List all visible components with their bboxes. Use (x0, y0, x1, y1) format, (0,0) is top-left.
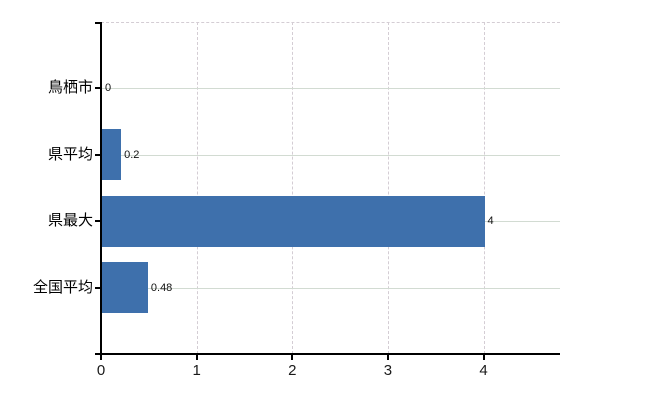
x-tick-label: 3 (383, 362, 393, 379)
x-tick-mark (291, 355, 294, 360)
x-tick-mark (482, 355, 485, 360)
value-label: 0.2 (124, 148, 140, 161)
y-gridline (101, 154, 560, 156)
x-tick-mark (386, 355, 389, 360)
value-label: 0 (105, 82, 112, 95)
y-tick-mark (95, 87, 101, 90)
x-tick-mark (100, 355, 102, 360)
y-axis-line (100, 22, 102, 354)
x-tick-label: 1 (192, 362, 201, 379)
x-axis-line (95, 353, 560, 355)
category-label: 鳥栖市 (47, 79, 93, 97)
y-tick-mark (95, 286, 101, 289)
y-gridline (101, 88, 560, 90)
bar (102, 195, 485, 247)
category-label: 県最大 (47, 212, 93, 230)
y-gridline (101, 287, 560, 289)
x-gridline (387, 22, 389, 354)
plot-top-border (101, 22, 560, 23)
category-label: 全国平均 (32, 278, 93, 296)
y-tick-mark (95, 153, 101, 156)
x-tick-label: 2 (288, 362, 297, 379)
x-gridline (292, 22, 294, 354)
bar (102, 262, 148, 314)
category-label: 県平均 (47, 145, 93, 163)
x-gridline (196, 22, 198, 354)
value-label: 0.48 (150, 281, 173, 294)
x-gridline (483, 22, 485, 354)
x-tick-label: 0 (96, 362, 106, 379)
x-tick-mark (195, 355, 198, 360)
bar (102, 129, 122, 181)
y-tick-mark (95, 220, 101, 223)
x-tick-label: 4 (479, 362, 488, 379)
y-axis-top-tick-mark (95, 22, 101, 24)
value-label: 4 (487, 215, 494, 228)
